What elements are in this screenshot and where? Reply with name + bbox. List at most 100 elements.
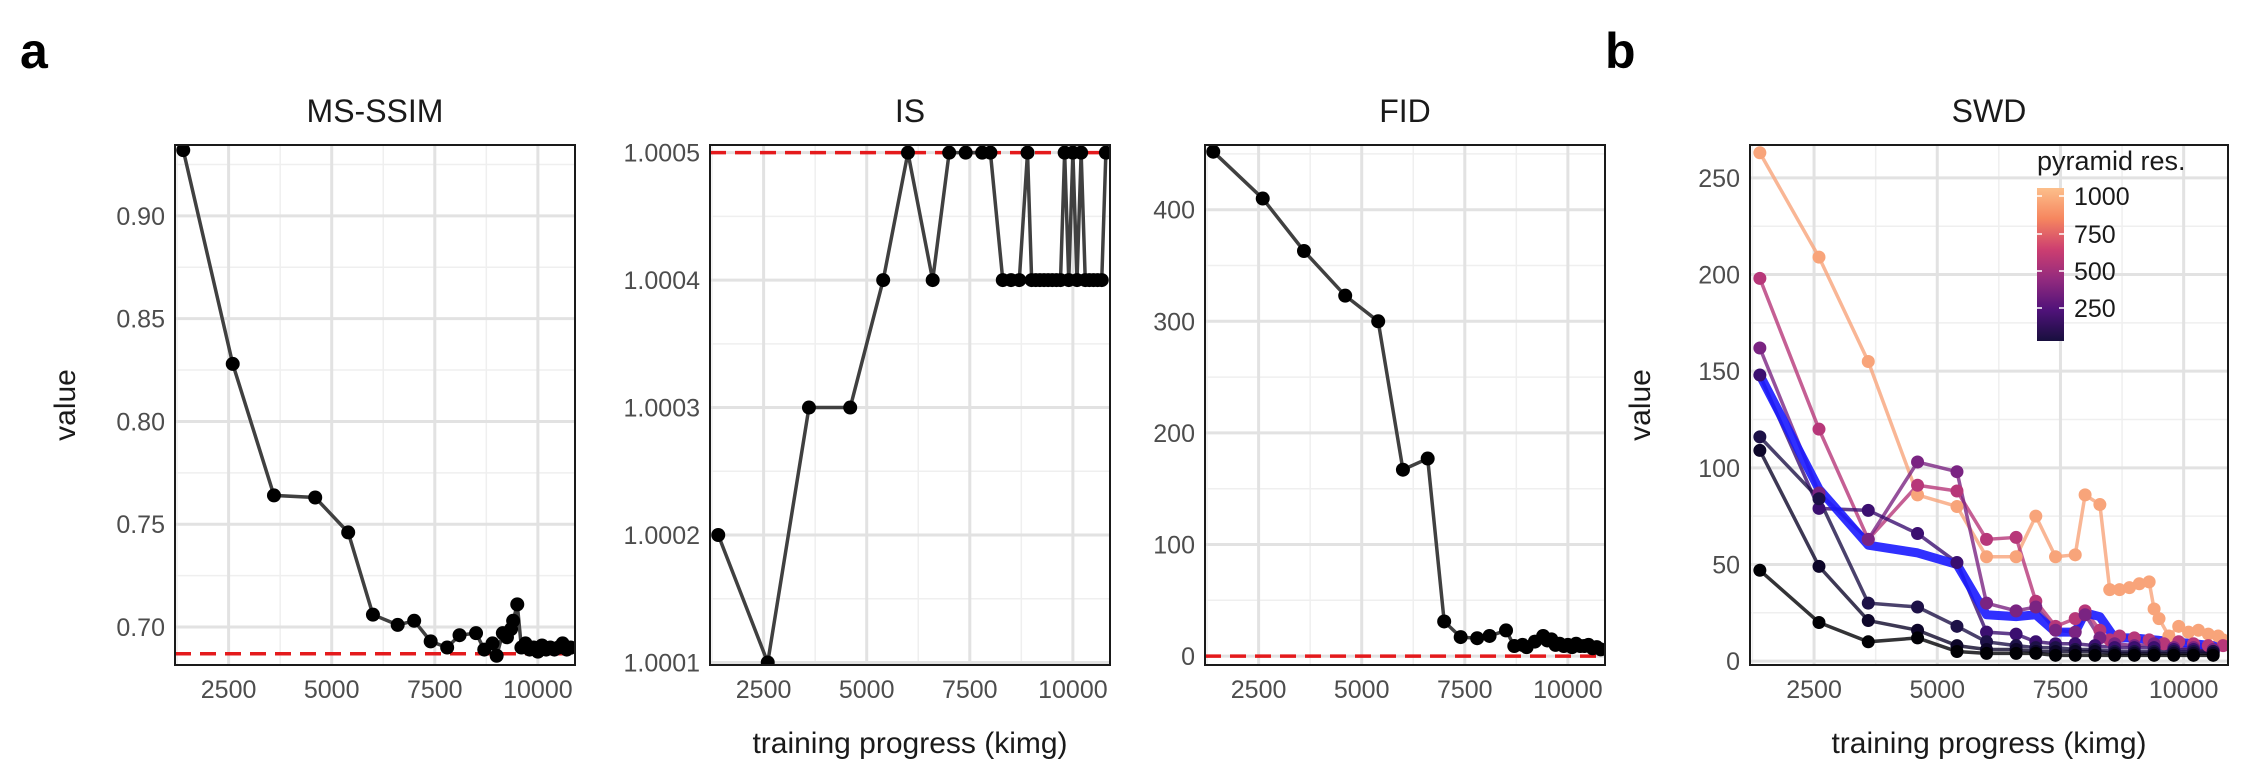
x-tick-label: 5000 bbox=[839, 676, 895, 704]
legend-colorbar bbox=[2037, 188, 2064, 341]
data-point-128 bbox=[1911, 527, 1925, 541]
data-point-1024 bbox=[2182, 625, 2196, 639]
y-tick-label: 200 bbox=[1698, 262, 1740, 290]
data-point-512 bbox=[2068, 612, 2082, 626]
data-point-64 bbox=[1911, 600, 1925, 614]
data-point bbox=[225, 356, 240, 371]
data-point-512 bbox=[1812, 422, 1826, 436]
x-tick-label: 2500 bbox=[1786, 676, 1842, 704]
data-point bbox=[485, 636, 500, 651]
panel-border bbox=[174, 144, 576, 666]
data-point-1024 bbox=[2103, 583, 2117, 597]
data-point-16 bbox=[1812, 615, 1826, 629]
y-tick-label: 0.80 bbox=[116, 408, 165, 436]
data-point-64 bbox=[1812, 492, 1826, 506]
data-point-1024 bbox=[1812, 250, 1826, 264]
series-line bbox=[1212, 150, 1602, 651]
y-tick-label: 1.0002 bbox=[624, 522, 700, 550]
x-tick-label: 5000 bbox=[1334, 676, 1390, 704]
data-point bbox=[452, 628, 467, 643]
data-point bbox=[1420, 451, 1435, 466]
y-tick-label: 0 bbox=[1181, 643, 1195, 671]
data-point-512 bbox=[1753, 271, 1767, 285]
data-point-256 bbox=[2029, 600, 2043, 614]
plot-area bbox=[175, 145, 575, 663]
data-point-128 bbox=[1980, 625, 1994, 639]
data-point-16 bbox=[1980, 646, 1994, 660]
plot-area bbox=[1205, 145, 1605, 658]
data-point-16 bbox=[1950, 644, 1964, 658]
data-point-256 bbox=[1980, 596, 1994, 610]
data-point-32 bbox=[1812, 559, 1826, 573]
data-point-16 bbox=[2167, 648, 2181, 662]
data-point bbox=[983, 145, 998, 160]
data-point bbox=[469, 626, 484, 641]
x-tick-label: 5000 bbox=[304, 676, 360, 704]
data-point bbox=[308, 490, 323, 505]
data-point-128 bbox=[1753, 368, 1767, 382]
data-point bbox=[1470, 631, 1485, 646]
data-point bbox=[1482, 628, 1497, 643]
legend-tick-label: 750 bbox=[2074, 221, 2116, 249]
y-tick-label: 1.0004 bbox=[624, 267, 701, 295]
data-point bbox=[440, 640, 455, 655]
data-point-16 bbox=[2049, 648, 2063, 662]
data-point-16 bbox=[1753, 563, 1767, 577]
swd-panel: 2500 5000 7500 10000 0 50 100 150 200 250 SWD train… bbox=[1624, 93, 2229, 760]
data-point-256 bbox=[1861, 532, 1875, 546]
x-tick-label: 7500 bbox=[2033, 676, 2089, 704]
data-point bbox=[801, 400, 816, 415]
x-tick-label: 10000 bbox=[503, 676, 573, 704]
data-point bbox=[1395, 462, 1410, 477]
data-point bbox=[1094, 273, 1109, 288]
data-point bbox=[1020, 145, 1035, 160]
data-point-128 bbox=[1950, 556, 1964, 570]
data-point-1024 bbox=[2113, 583, 2127, 597]
x-tick-label: 7500 bbox=[407, 676, 463, 704]
data-point-256 bbox=[1950, 465, 1964, 479]
data-point-16 bbox=[2147, 648, 2161, 662]
data-point bbox=[843, 400, 858, 415]
data-point bbox=[489, 648, 504, 663]
data-point-1024 bbox=[2147, 602, 2161, 616]
x-tick-label: 2500 bbox=[201, 676, 257, 704]
panel-label-a: a bbox=[20, 23, 49, 79]
panel-border bbox=[1749, 144, 2229, 666]
data-point-1024 bbox=[2122, 581, 2136, 595]
legend-tick-label: 1000 bbox=[2074, 183, 2130, 211]
data-point-16 bbox=[2088, 648, 2102, 662]
plot-area bbox=[710, 145, 1110, 665]
data-point-512 bbox=[2157, 637, 2171, 651]
y-axis-label: value bbox=[49, 369, 82, 441]
data-point bbox=[900, 145, 915, 160]
series-line bbox=[181, 149, 572, 662]
data-point bbox=[711, 528, 726, 542]
data-point-512 bbox=[1980, 532, 1994, 546]
data-point bbox=[506, 613, 521, 628]
data-point-64 bbox=[1753, 430, 1767, 444]
data-point-16 bbox=[2206, 648, 2220, 662]
y-tick-label: 0 bbox=[1726, 648, 1740, 676]
data-point bbox=[958, 145, 973, 160]
data-point-1024 bbox=[2009, 550, 2023, 564]
y-tick-label: 250 bbox=[1698, 165, 1740, 193]
panel-title: IS bbox=[895, 93, 925, 129]
data-point-512 bbox=[1911, 478, 1925, 492]
data-point-512 bbox=[2009, 530, 2023, 544]
data-point-256 bbox=[2068, 625, 2082, 639]
data-point-128 bbox=[2009, 627, 2023, 641]
x-axis-label: training progress (kimg) bbox=[1831, 727, 2146, 760]
data-point-1024 bbox=[1753, 146, 1767, 160]
panel-title: MS-SSIM bbox=[307, 93, 444, 129]
x-tick-label: 7500 bbox=[942, 676, 998, 704]
x-tick-label: 10000 bbox=[1038, 676, 1108, 704]
y-tick-label: 150 bbox=[1698, 358, 1740, 386]
y-tick-label: 0.90 bbox=[116, 203, 165, 231]
data-point-1024 bbox=[2029, 509, 2043, 523]
data-point bbox=[266, 488, 281, 503]
data-point-256 bbox=[2009, 604, 2023, 618]
y-axis-label: value bbox=[1624, 369, 1657, 441]
data-point bbox=[510, 597, 525, 612]
y-tick-label: 0.70 bbox=[116, 614, 165, 642]
data-point-16 bbox=[2127, 648, 2141, 662]
